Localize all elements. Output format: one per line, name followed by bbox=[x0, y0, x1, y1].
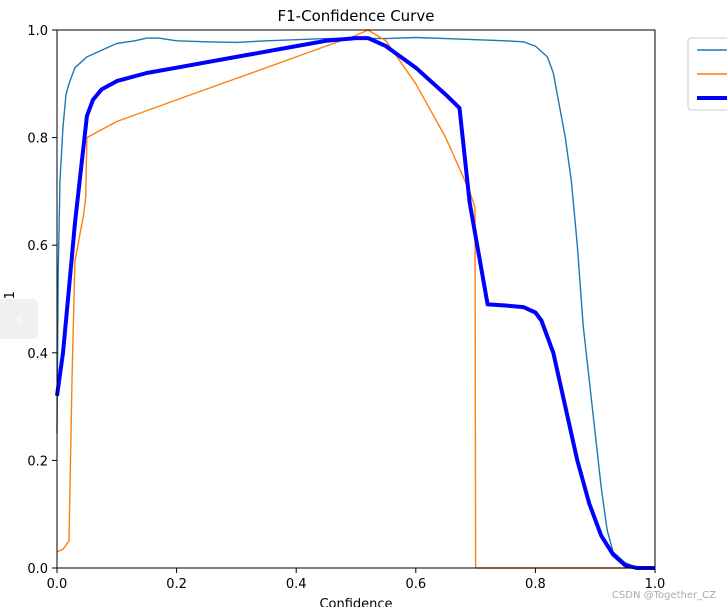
x-tick-label: 0.0 bbox=[47, 577, 68, 592]
y-tick-label: 0.8 bbox=[27, 132, 48, 147]
legend bbox=[687, 37, 727, 111]
series-line-1 bbox=[56, 36, 655, 569]
plot-frame bbox=[56, 29, 656, 569]
ticks-layer: 0.0 0.2 0.4 0.6 0.8 1.0 0.0 0.2 0.4 0.6 0.8 1.0 bbox=[27, 24, 665, 592]
series-line-3 bbox=[55, 36, 655, 570]
x-tick-label: 0.4 bbox=[286, 577, 307, 592]
x-tick-label: 0.6 bbox=[405, 577, 426, 592]
x-axis-label: Confidence bbox=[319, 597, 392, 607]
y-tick-label: 0.6 bbox=[27, 239, 48, 254]
y-tick-label: 1.0 bbox=[27, 24, 48, 39]
chevron-left-icon: ‹ bbox=[15, 308, 23, 330]
x-tick-label: 0.2 bbox=[166, 577, 187, 592]
side-collapse-tab[interactable]: ‹ bbox=[0, 299, 38, 339]
y-tick-label: 0.4 bbox=[27, 347, 48, 362]
y-tick-label: 0.0 bbox=[27, 562, 48, 577]
y-tick-label: 0.2 bbox=[27, 454, 48, 469]
chart-title: F1-Confidence Curve bbox=[278, 7, 435, 25]
series-line-2 bbox=[56, 29, 655, 569]
series-layer bbox=[55, 29, 655, 570]
x-tick-label: 0.8 bbox=[525, 577, 546, 592]
x-tick-label: 1.0 bbox=[645, 577, 666, 592]
watermark: CSDN @Together_CZ bbox=[612, 590, 716, 601]
